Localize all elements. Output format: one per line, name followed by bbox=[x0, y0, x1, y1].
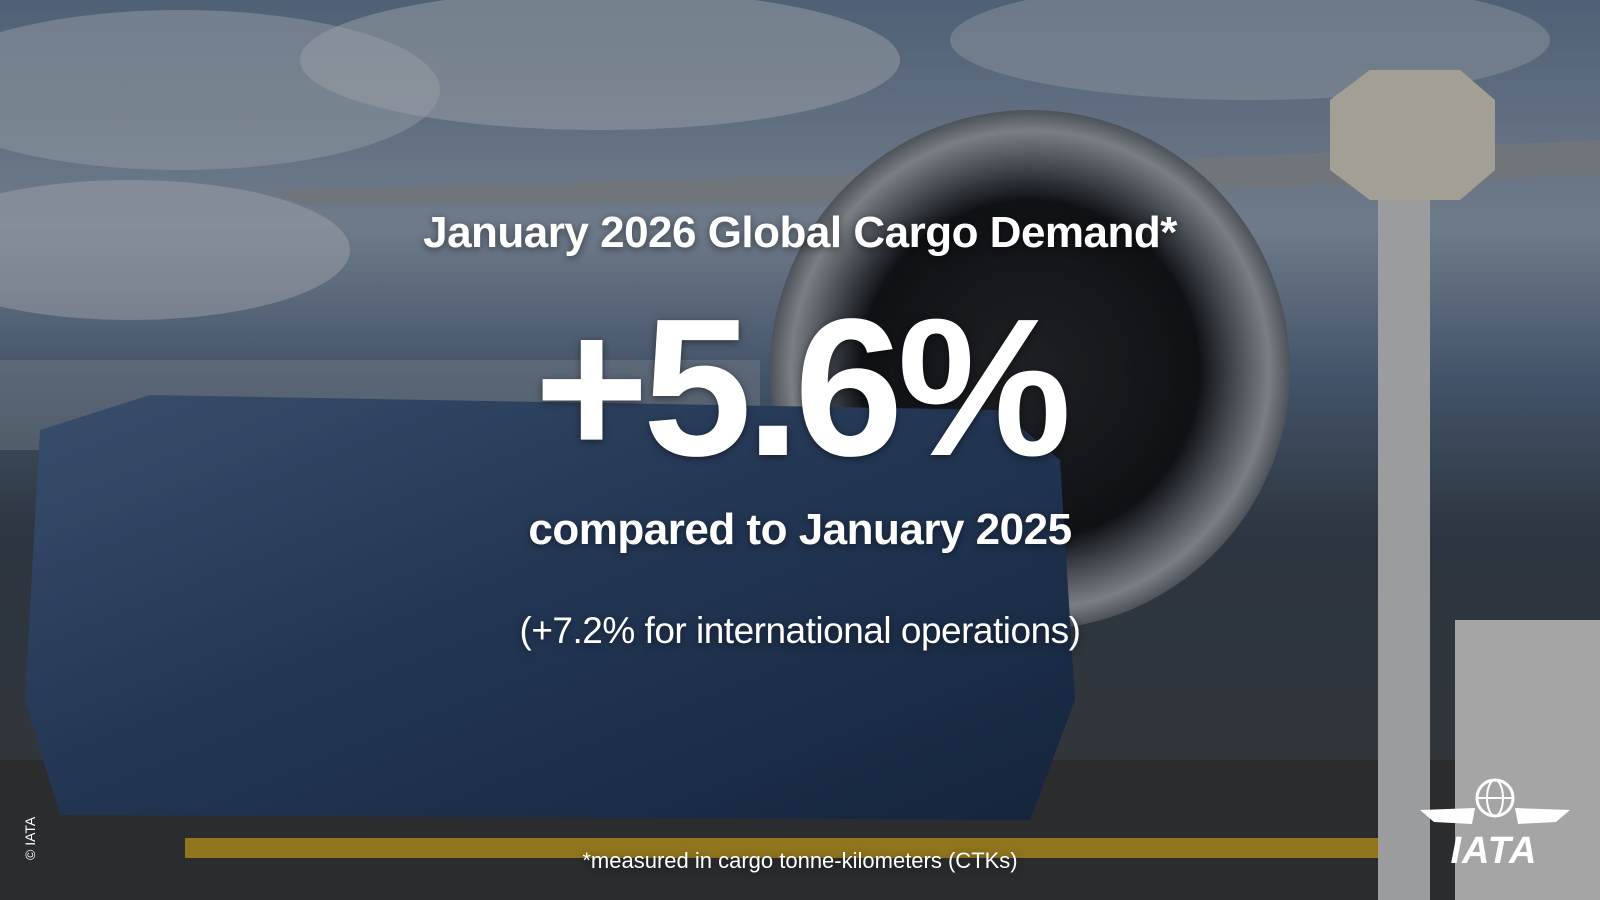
detail-text: (+7.2% for international operations) bbox=[519, 610, 1081, 651]
copyright: © IATA bbox=[22, 816, 38, 860]
comparison-text: compared to January 2025 bbox=[528, 505, 1072, 554]
loader-rail bbox=[185, 838, 1405, 858]
headline-title: January 2026 Global Cargo Demand* bbox=[423, 208, 1177, 257]
pole bbox=[1378, 150, 1430, 900]
cabinet bbox=[1455, 620, 1600, 900]
cloud bbox=[300, 0, 900, 130]
cloud bbox=[0, 180, 350, 320]
logo-emblem bbox=[1420, 778, 1570, 824]
sign bbox=[1330, 70, 1495, 200]
logo-text: IATA bbox=[1450, 830, 1538, 872]
cargo-pallet bbox=[25, 395, 1075, 820]
logo-wing bbox=[1515, 808, 1570, 824]
footnote: *measured in cargo tonne-kilometers (CTK… bbox=[582, 848, 1018, 873]
logo-wing bbox=[1420, 808, 1475, 824]
headline-figure: +5.6% bbox=[534, 278, 1071, 497]
